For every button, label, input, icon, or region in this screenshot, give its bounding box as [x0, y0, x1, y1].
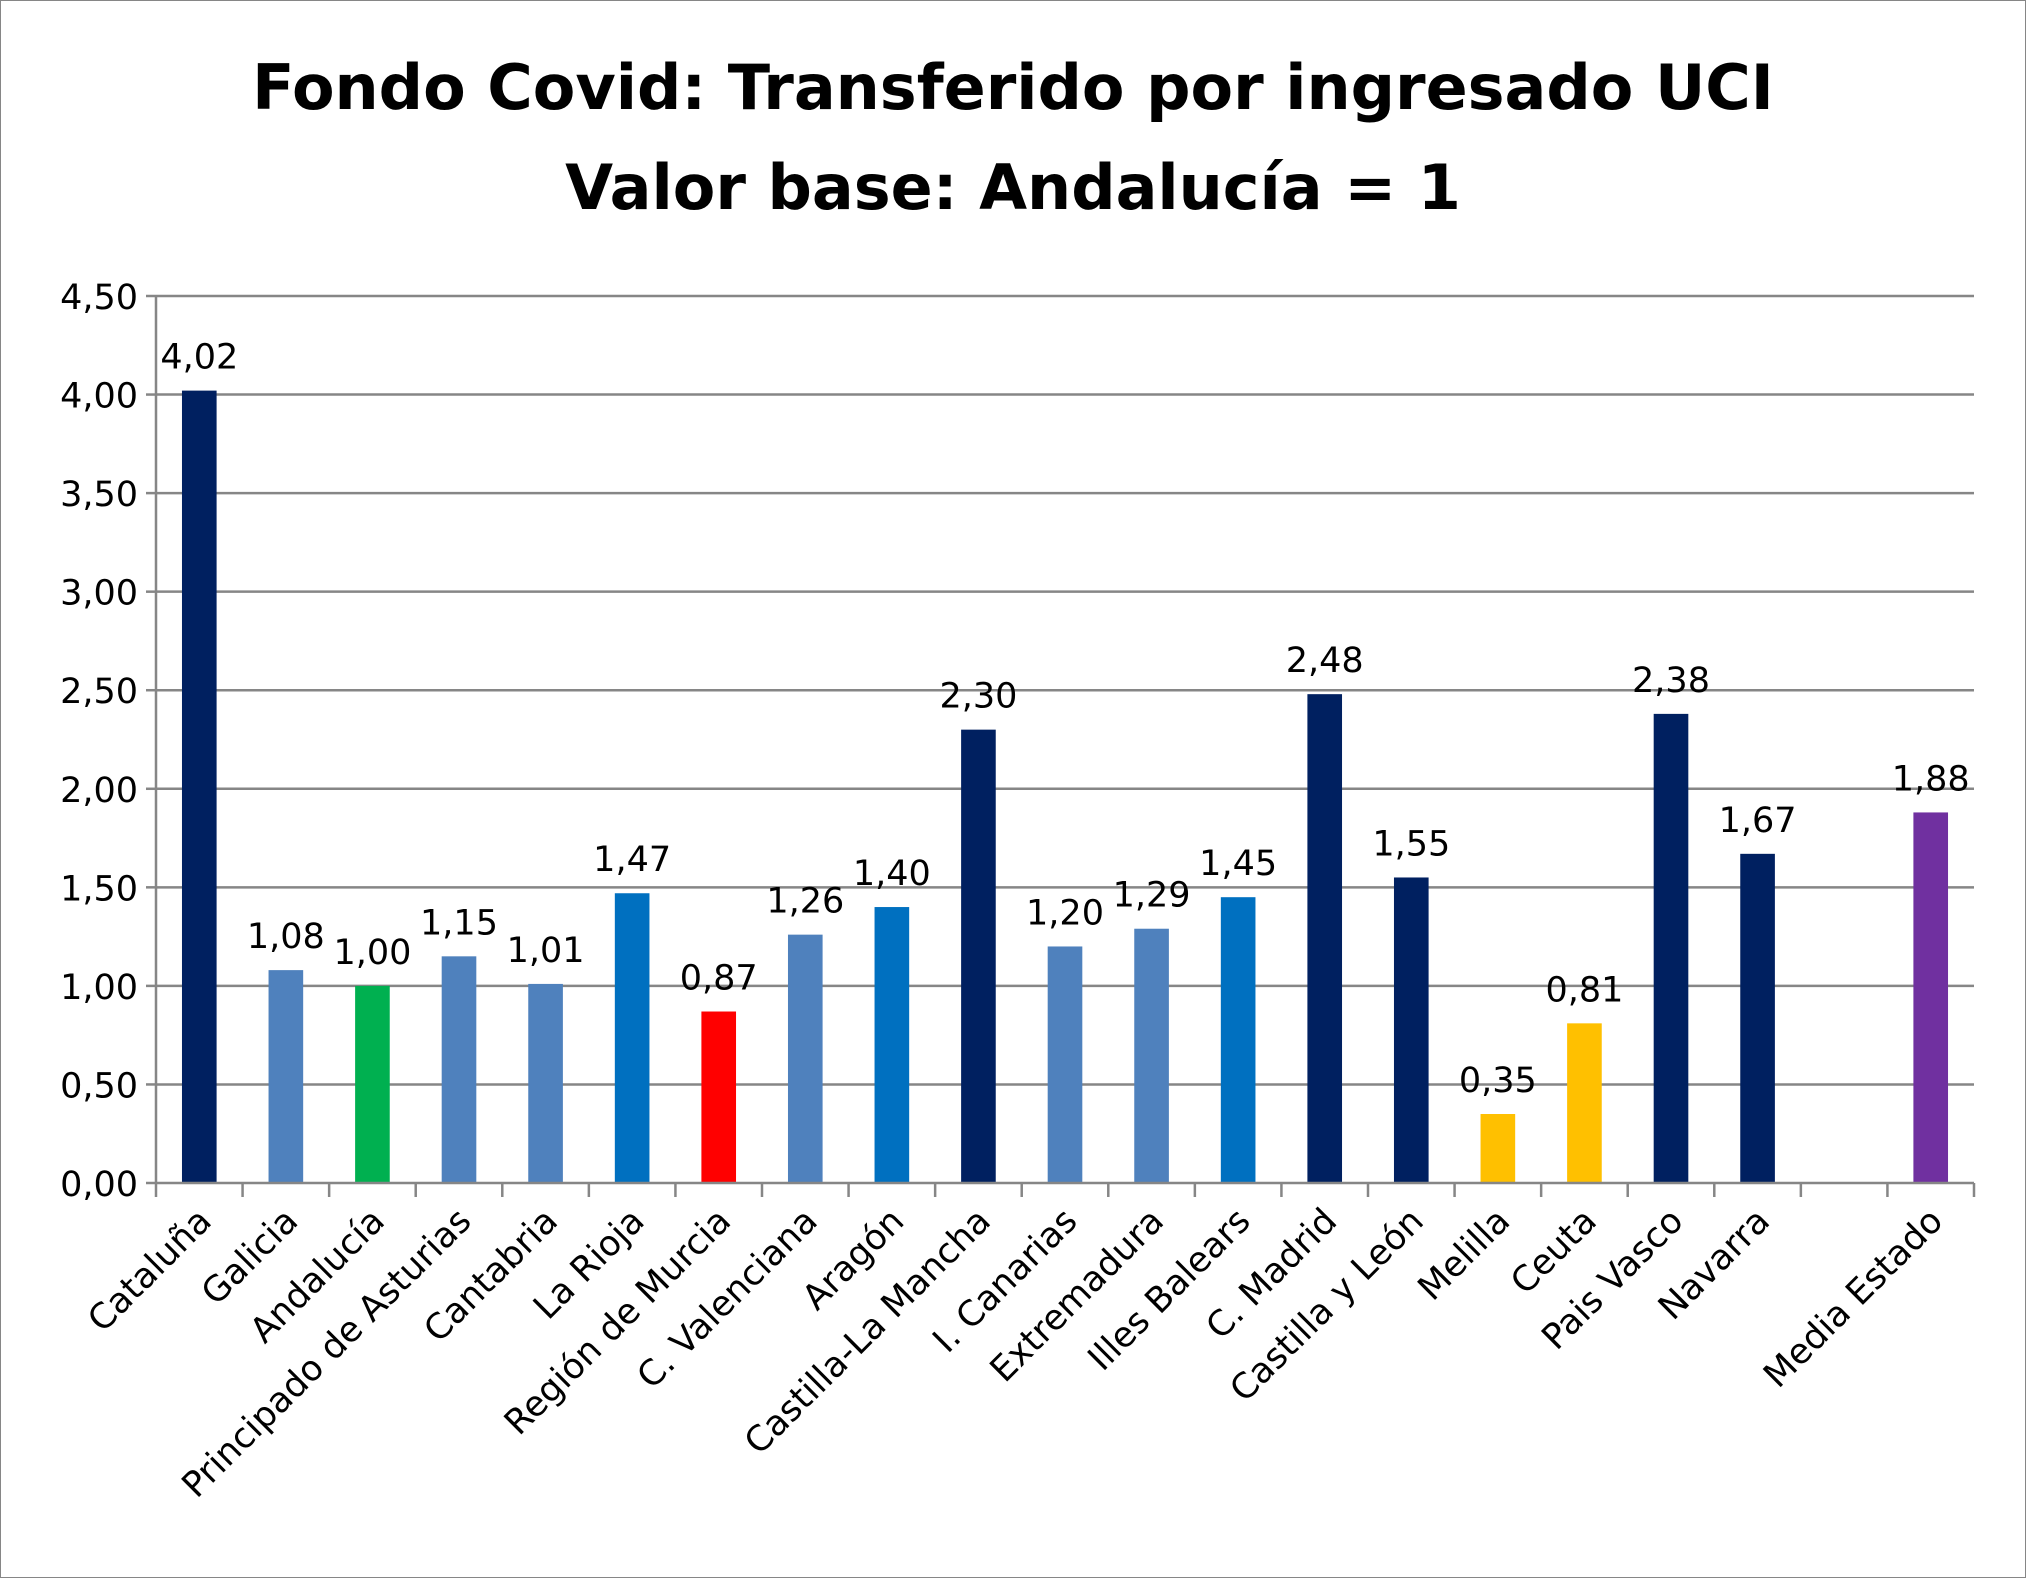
bar [1740, 853, 1775, 1183]
y-tick-label: 2,50 [60, 672, 138, 712]
bar [1393, 877, 1429, 1183]
bar [614, 893, 650, 1183]
data-label: 4,02 [160, 338, 238, 378]
data-label: 2,30 [939, 677, 1017, 717]
data-label: 1,67 [1719, 801, 1797, 841]
y-tick-label: 0,50 [60, 1066, 138, 1106]
data-label: 1,26 [766, 882, 844, 922]
data-label: 1,00 [333, 933, 411, 973]
data-label: 1,40 [853, 854, 931, 894]
data-label: 1,15 [420, 903, 498, 943]
y-tick-label: 4,50 [60, 278, 138, 318]
y-tick-label: 4,00 [60, 377, 138, 417]
bar [1047, 946, 1083, 1183]
data-label: 2,38 [1632, 661, 1710, 701]
bar [787, 934, 823, 1183]
y-tick-label: 1,00 [60, 968, 138, 1008]
bar [701, 1011, 737, 1183]
bar [181, 390, 217, 1183]
bar [355, 985, 390, 1183]
y-tick-label: 3,50 [60, 475, 138, 515]
y-tick-label: 3,00 [60, 574, 138, 614]
x-tick-label: Media Estado [1756, 1201, 1951, 1396]
data-label: 2,48 [1286, 641, 1364, 681]
bar [874, 907, 910, 1183]
data-label: 1,47 [593, 840, 671, 880]
bar [528, 983, 563, 1183]
bar [268, 970, 304, 1183]
bar [961, 729, 996, 1183]
data-label: 1,88 [1892, 759, 1970, 799]
data-label: 1,29 [1113, 876, 1191, 916]
bar [1307, 694, 1343, 1183]
x-tick-label: Melilla [1411, 1201, 1519, 1309]
data-label: 1,01 [507, 931, 585, 971]
y-tick-label: 1,50 [60, 869, 138, 909]
bar [441, 956, 477, 1183]
bar [1653, 713, 1689, 1183]
data-label: 1,45 [1199, 844, 1277, 884]
bar [1480, 1114, 1516, 1183]
data-label: 0,81 [1545, 970, 1623, 1010]
bar [1567, 1023, 1602, 1183]
x-tick-label: Cataluña [81, 1201, 220, 1340]
chart-subtitle: Valor base: Andalucía = 1 [565, 151, 1461, 224]
data-label: 1,08 [247, 917, 325, 957]
data-label: 1,20 [1026, 893, 1104, 933]
data-label: 0,87 [680, 959, 758, 999]
data-label: 0,35 [1459, 1061, 1537, 1101]
bar [1220, 897, 1256, 1183]
bar [1134, 928, 1169, 1183]
bar [1913, 812, 1949, 1183]
chart-title: Fondo Covid: Transferido por ingresado U… [252, 51, 1774, 124]
y-tick-label: 0,00 [60, 1165, 138, 1205]
y-tick-label: 2,00 [60, 771, 138, 811]
data-label: 1,55 [1372, 824, 1450, 864]
